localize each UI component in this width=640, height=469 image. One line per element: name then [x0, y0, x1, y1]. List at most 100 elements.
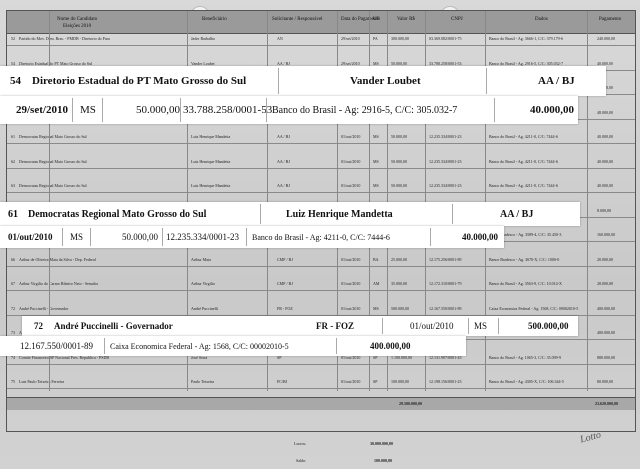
cell-cnpj: 03.369.082/0001-75 — [429, 36, 462, 41]
callout-cnpj: 12.235.334/0001-23 — [166, 232, 239, 242]
cell-req: FR - FOZ — [277, 305, 293, 311]
cell-ben: Arthur Maia — [191, 256, 211, 262]
cell-req: SP — [277, 354, 282, 360]
cell-req: CMF / BJ — [277, 256, 293, 262]
cell-name: Arthur de Oliveira Maia da Silva - Dep. … — [19, 256, 96, 262]
callout-date: 01/out/2010 — [8, 232, 53, 242]
callout-party: Diretorio Estadual do PT Mato Grosso do … — [32, 75, 247, 87]
cell-n: 63 — [11, 183, 15, 188]
cell-req: FC/BJ — [277, 379, 288, 384]
callout-value: 500.000,00 — [528, 321, 569, 331]
total-payment: 23.620.000,00 — [595, 401, 618, 406]
callout-requester: FR - FOZ — [316, 321, 354, 331]
cell-bank: Banco do Brasil - Ag. 4211-0, C/C: 7444-… — [489, 134, 558, 139]
cell-req: CMF / BJ — [277, 281, 293, 286]
cell-ben: Arthur Virgilio — [191, 281, 215, 286]
cell-uf: MS — [373, 134, 379, 139]
cell-cnpj: 12.235.334/0001-23 — [429, 183, 462, 188]
header-value: Valor R$ — [397, 17, 415, 22]
callout-uf: MS — [474, 321, 488, 331]
header-cnpj: CNPJ — [451, 17, 463, 22]
callout-beneficiary: Luiz Henrique Mandetta — [286, 208, 393, 220]
table-header: Nome do Candidato Eleições 2010 Benefici… — [7, 11, 635, 34]
cell-val: 25.000,00 — [391, 256, 407, 262]
callout-payment: 400.000,00 — [370, 341, 411, 351]
table-row: 72 André Puccinelli - Governador André Puc… — [7, 303, 635, 316]
header-requester: Solicitante / Responsável — [272, 17, 323, 22]
callout-row-72-line1: 72 André Puccinelli - Governador FR - FO… — [22, 316, 578, 336]
cell-val: 500.000,00 — [391, 305, 409, 311]
cell-uf: BA — [373, 256, 379, 262]
cell-name: Partido do Mov. Dem. Bras. - PMDB - Dire… — [19, 36, 110, 41]
cell-date: 01/out/2010 — [341, 158, 361, 164]
payments-table: Nome do Candidato Eleições 2010 Benefici… — [6, 10, 636, 432]
cell-uf: SP — [373, 379, 378, 384]
cell-name: Democratas Regional Mato Grosso do Sul — [19, 158, 87, 164]
header-beneficiary: Beneficiário — [202, 17, 227, 22]
cell-pay: 40.000,00 — [597, 134, 613, 139]
cell-date: 01/out/2010 — [341, 134, 361, 139]
cell-pay: 880.000,00 — [597, 354, 615, 360]
cell-bank: Banco do Brasil - Ag. 2916-5, C/C: 305.0… — [489, 60, 563, 66]
cell-name: Democratas Regional Mato Grosso do Sul — [19, 134, 87, 139]
cell-name: Comite Financeiro SP Nacional Pres. Repu… — [19, 354, 110, 360]
callout-number: 54 — [10, 75, 21, 87]
cell-uf: MS — [373, 158, 379, 164]
callout-row-54-line1: 54 Diretorio Estadual do PT Mato Grosso … — [0, 66, 606, 96]
header-date: Data do Pagamento — [341, 17, 381, 22]
header-payment: Pagamento — [599, 17, 622, 22]
callout-number: 61 — [8, 208, 18, 220]
cell-n: 67 — [11, 281, 15, 286]
cell-val: 100.000,00 — [391, 379, 409, 384]
table-row: 66 Arthur de Oliveira Maia da Silva - Dep… — [7, 254, 635, 267]
cell-ben: André Puccinelli — [191, 305, 218, 311]
cell-ben: Luiz Henrique Mandetta — [191, 183, 231, 188]
cell-cnpj: 12.172.310/0001-79 — [429, 281, 462, 286]
cell-pay: 400.000,00 — [597, 305, 615, 311]
cell-name: Luiz Paulo Teixeira Ferreira — [19, 379, 65, 384]
cell-bank: Banco do Brasil - Ag. 4305-X, C/C: 106.3… — [489, 379, 564, 384]
cell-name: Arthur Virgilio do Carmo Ribeiro Neto - … — [19, 281, 99, 286]
cell-pay: 8.000,00 — [597, 207, 611, 213]
table-row: 63 Democratas Regional Mato Grosso do Sul… — [7, 180, 635, 193]
header-candidate: Nome do Candidato — [57, 17, 98, 22]
cell-n: 54 — [11, 60, 15, 66]
callout-date: 01/out/2010 — [410, 321, 454, 331]
callout-requester: AA / BJ — [538, 75, 575, 87]
callout-bank: Banco do Brasil - Ag: 2916-5, C/C: 305.0… — [272, 104, 458, 116]
callout-date: 29/set/2010 — [16, 104, 68, 116]
cell-pay: 160.000,00 — [597, 232, 615, 237]
cell-n: 75 — [11, 379, 15, 384]
cell-pay: 40.000,00 — [597, 183, 613, 188]
cell-pay: 80.000,00 — [597, 379, 613, 384]
footer-label-2: Saldo: — [296, 458, 307, 463]
cell-cnpj: 12.198.156/0001-23 — [429, 379, 462, 384]
header-election: Eleições 2010 — [63, 24, 92, 29]
cell-cnpj: 12.131.907/0001-43 — [429, 354, 462, 360]
table-row: 74 Comite Financeiro SP Nacional Pres. Re… — [7, 352, 635, 365]
callout-value: 50.000,00 — [122, 232, 158, 242]
table-row: 67 Arthur Virgilio do Carmo Ribeiro Neto … — [7, 278, 635, 291]
callout-requester: AA / BJ — [500, 208, 534, 220]
callout-cnpj: 33.788.258/0001-53 — [183, 104, 273, 116]
callout-beneficiary: Vander Loubet — [350, 75, 421, 87]
callout-row-61-line2: 01/out/2010 MS 50.000,00 12.235.334/0001… — [0, 226, 504, 248]
cell-pay: 28.000,00 — [597, 281, 613, 286]
cell-n: 61 — [11, 134, 15, 139]
header-uf: UF — [373, 17, 380, 22]
cell-n: 52 — [11, 36, 15, 41]
footer-label-1: Lucros: — [294, 441, 307, 446]
cell-n: 72 — [11, 305, 15, 311]
cell-req: AA / BJ — [277, 183, 290, 188]
callout-payment: 40.000,00 — [530, 104, 574, 116]
cell-date: 01/out/2010 — [341, 256, 361, 262]
cell-val: 50.000,00 — [391, 183, 407, 188]
cell-n: 66 — [11, 256, 15, 262]
cell-val: 50.000,00 — [391, 158, 407, 164]
table-row: 75 Luiz Paulo Teixeira Ferreira Paulo Teix… — [7, 376, 635, 389]
cell-bank: Banco Bradesco - Ag. 3670-X, C/C: 1000-0 — [489, 256, 560, 262]
cell-req: AA / BJ — [277, 60, 290, 66]
cell-bank: Banco do Brasil - Ag. 3563-9, C/C: 10.01… — [489, 281, 562, 286]
cell-bank: Banco do Brasil - Ag. 3666-1, C/C: 379.1… — [489, 36, 563, 41]
cell-cnpj: 12.235.334/0001-23 — [429, 134, 462, 139]
